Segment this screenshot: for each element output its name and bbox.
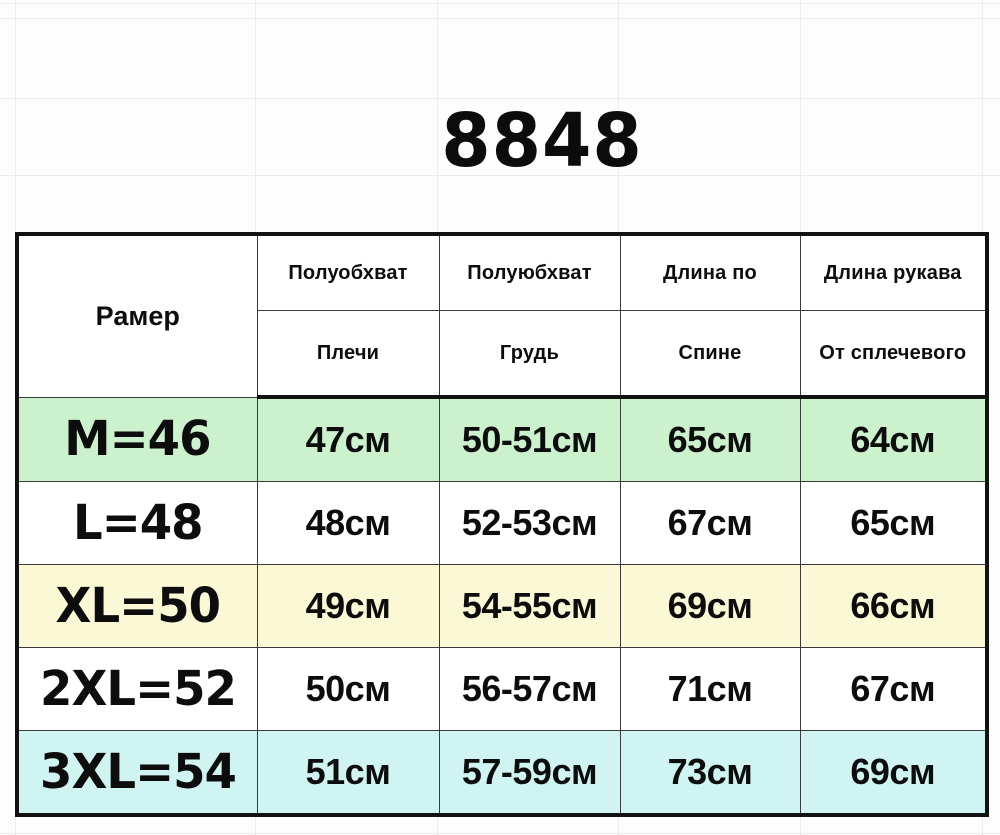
header-chest-top: Полуюбхват: [438, 233, 621, 311]
page-title: 8848: [441, 98, 643, 184]
value-cell: 65см: [799, 481, 988, 565]
back-length-value: 69см: [667, 585, 753, 626]
header-sleeve-bottom: От сплечевого: [799, 310, 988, 399]
header-size-cell: Рамер: [16, 233, 258, 398]
header-chest-bottom: Грудь: [438, 310, 621, 399]
value-cell: 54-55см: [438, 564, 621, 648]
size-label: 3XL=54: [39, 744, 237, 800]
sleeve-length-value: 65см: [850, 502, 936, 543]
back-length-value: 71см: [667, 668, 753, 709]
sleeve-length-value: 69см: [850, 751, 936, 792]
size-label: L=48: [72, 495, 204, 551]
value-cell: 52-53см: [438, 481, 621, 565]
shoulders-value: 49см: [305, 585, 391, 626]
value-cell: 50см: [256, 647, 440, 731]
value-cell: 64см: [799, 396, 988, 482]
value-cell: 66см: [799, 564, 988, 648]
shoulders-value: 47см: [305, 419, 391, 460]
header-row-1: Рамер Полуобхват Полуюбхват Длина по Дли…: [16, 233, 988, 398]
chest-value: 57-59см: [461, 751, 598, 792]
header-chest-line1: Полуюбхват: [467, 261, 592, 284]
value-cell: 67см: [799, 647, 988, 731]
table-row-l48: L=48 48см 52-53см 67см 65см: [16, 481, 988, 565]
shoulders-value: 51см: [305, 751, 391, 792]
size-table: Рамер Полуобхват Полуюбхват Длина по Дли…: [15, 232, 989, 817]
header-shoulders-top: Полуобхват: [256, 233, 440, 311]
header-back-line1: Длина по: [663, 261, 757, 284]
header-shoulders-line2: Плечи: [316, 341, 380, 364]
header-sleeve-top: Длина рукава: [799, 233, 988, 311]
value-cell: 65см: [619, 396, 801, 482]
chest-value: 52-53см: [461, 502, 598, 543]
value-cell: 48см: [256, 481, 440, 565]
value-cell: 50-51см: [438, 396, 621, 482]
chest-value: 50-51см: [461, 419, 598, 460]
table-row-3xl54: 3XL=54 51см 57-59см 73см 69см: [16, 730, 988, 816]
chest-value: 56-57см: [461, 668, 598, 709]
size-cell-xl50: XL=50: [16, 564, 258, 648]
header-back-line2: Спине: [678, 341, 742, 364]
header-chest-line2: Грудь: [499, 341, 560, 364]
sleeve-length-value: 67см: [850, 668, 936, 709]
header-sleeve-line1: Длина рукава: [823, 261, 962, 284]
back-length-value: 67см: [667, 502, 753, 543]
header-back-top: Длина по: [619, 233, 801, 311]
table-row-2xl52: 2XL=52 50см 56-57см 71см 67см: [16, 647, 988, 731]
size-cell-3xl54: 3XL=54: [16, 730, 258, 816]
header-shoulders-bottom: Плечи: [256, 310, 440, 399]
size-label: XL=50: [55, 578, 221, 634]
chest-value: 54-55см: [461, 585, 598, 626]
size-cell-m46: M=46: [16, 396, 258, 482]
value-cell: 69см: [619, 564, 801, 648]
header-sleeve-line2: От сплечевого: [819, 341, 967, 364]
value-cell: 69см: [799, 730, 988, 816]
size-label: 2XL=52: [39, 661, 237, 717]
header-row-2: Плечи Грудь Спине От сплечевого: [17, 310, 988, 399]
size-label: M=46: [64, 411, 212, 468]
size-cell-l48: L=48: [16, 481, 258, 565]
sleeve-length-value: 64см: [850, 419, 936, 460]
header-size-label: Рамер: [95, 300, 180, 331]
table-row-xl50: XL=50 49см 54-55см 69см 66см: [16, 564, 988, 648]
back-length-value: 73см: [667, 751, 753, 792]
value-cell: 71см: [619, 647, 801, 731]
value-cell: 56-57см: [438, 647, 621, 731]
value-cell: 57-59см: [438, 730, 621, 816]
size-cell-2xl52: 2XL=52: [16, 647, 258, 731]
value-cell: 49см: [256, 564, 440, 648]
value-cell: 73см: [619, 730, 801, 816]
shoulders-value: 48см: [305, 502, 391, 543]
header-back-bottom: Спине: [619, 310, 801, 399]
value-cell: 47см: [256, 396, 440, 482]
table-row-m46: M=46 47см 50-51см 65см 64см: [16, 396, 988, 482]
header-shoulders-line1: Полуобхват: [288, 261, 408, 284]
value-cell: 67см: [619, 481, 801, 565]
shoulders-value: 50см: [305, 668, 391, 709]
back-length-value: 65см: [667, 419, 753, 460]
sleeve-length-value: 66см: [850, 585, 936, 626]
value-cell: 51см: [256, 730, 440, 816]
